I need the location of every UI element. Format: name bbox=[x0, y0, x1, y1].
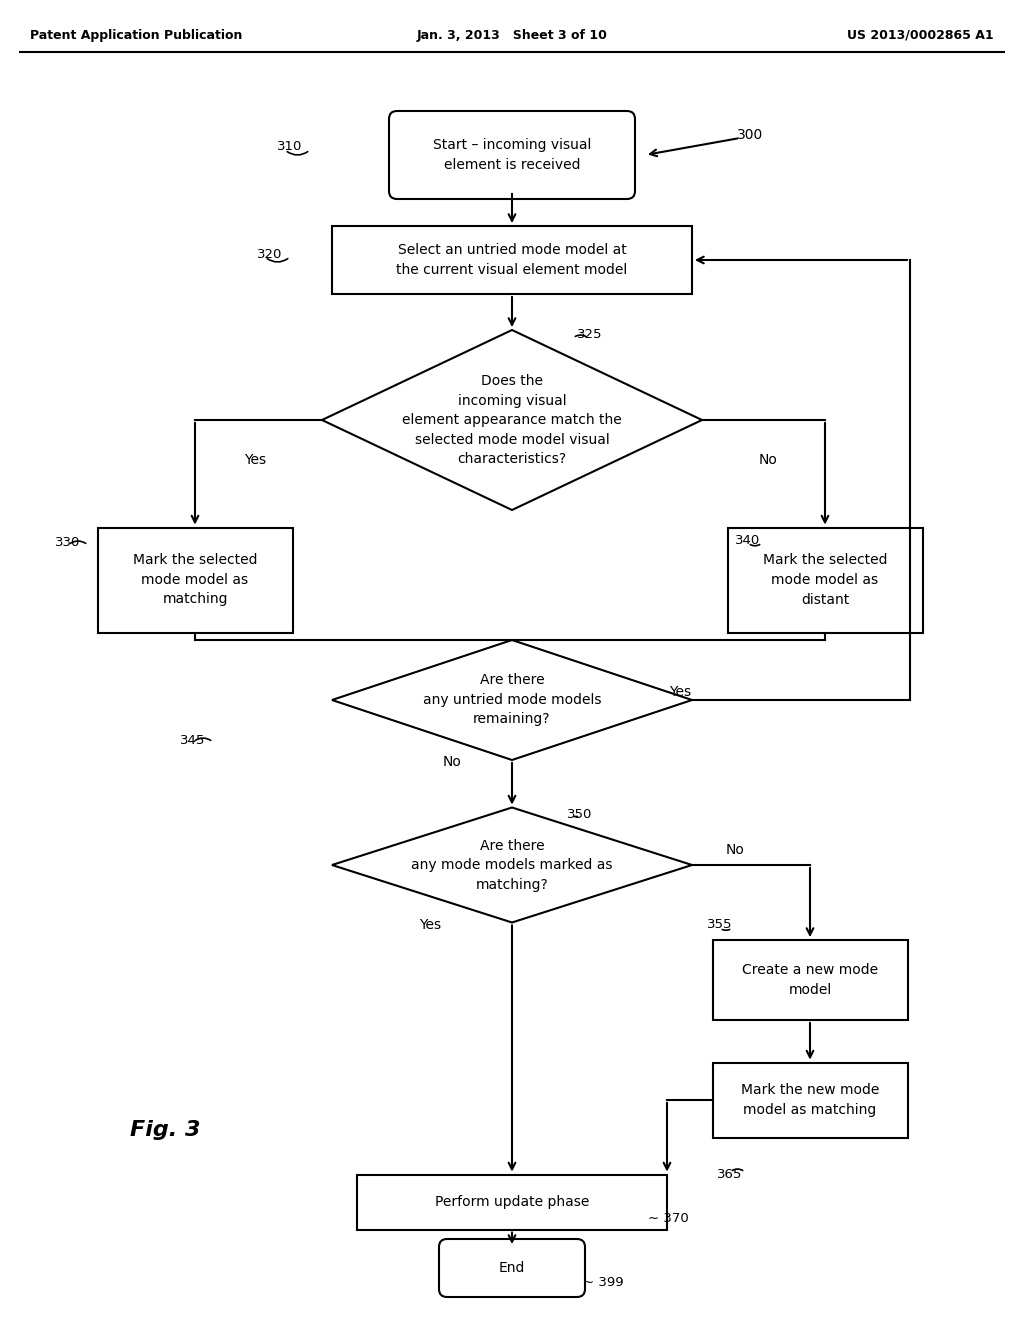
Text: Yes: Yes bbox=[419, 917, 441, 932]
Text: Yes: Yes bbox=[669, 685, 691, 700]
Bar bbox=[713, 1063, 907, 1138]
Text: ∼ 399: ∼ 399 bbox=[583, 1275, 624, 1288]
Text: 355: 355 bbox=[708, 919, 733, 932]
Polygon shape bbox=[332, 808, 692, 923]
Text: 320: 320 bbox=[257, 248, 283, 261]
Text: 350: 350 bbox=[567, 808, 593, 821]
Bar bbox=[713, 940, 907, 1020]
Text: Jan. 3, 2013   Sheet 3 of 10: Jan. 3, 2013 Sheet 3 of 10 bbox=[417, 29, 607, 41]
FancyBboxPatch shape bbox=[439, 1239, 585, 1298]
Text: 340: 340 bbox=[735, 533, 761, 546]
Text: Perform update phase: Perform update phase bbox=[435, 1195, 589, 1209]
Polygon shape bbox=[322, 330, 702, 510]
Text: Are there
any mode models marked as
matching?: Are there any mode models marked as matc… bbox=[412, 838, 612, 891]
Bar bbox=[332, 226, 692, 294]
Text: 365: 365 bbox=[718, 1168, 742, 1181]
Text: No: No bbox=[726, 843, 744, 857]
Text: 310: 310 bbox=[278, 140, 303, 153]
Bar bbox=[727, 528, 923, 632]
Text: No: No bbox=[442, 755, 462, 770]
Text: Mark the selected
mode model as
matching: Mark the selected mode model as matching bbox=[133, 553, 257, 606]
Text: No: No bbox=[759, 453, 777, 467]
Text: 330: 330 bbox=[55, 536, 81, 549]
Text: Yes: Yes bbox=[244, 453, 266, 467]
Text: Start – incoming visual
element is received: Start – incoming visual element is recei… bbox=[433, 139, 591, 172]
Text: Select an untried mode model at
the current visual element model: Select an untried mode model at the curr… bbox=[396, 243, 628, 277]
Bar bbox=[357, 1175, 667, 1229]
Polygon shape bbox=[332, 640, 692, 760]
FancyBboxPatch shape bbox=[389, 111, 635, 199]
Text: Are there
any untried mode models
remaining?: Are there any untried mode models remain… bbox=[423, 673, 601, 726]
Text: Fig. 3: Fig. 3 bbox=[130, 1119, 201, 1140]
Text: 345: 345 bbox=[180, 734, 206, 747]
Text: Mark the selected
mode model as
distant: Mark the selected mode model as distant bbox=[763, 553, 887, 606]
Bar bbox=[97, 528, 293, 632]
Text: 300: 300 bbox=[737, 128, 763, 143]
Text: 325: 325 bbox=[578, 329, 603, 342]
Text: Create a new mode
model: Create a new mode model bbox=[742, 964, 878, 997]
Text: Patent Application Publication: Patent Application Publication bbox=[30, 29, 243, 41]
Text: US 2013/0002865 A1: US 2013/0002865 A1 bbox=[848, 29, 994, 41]
Text: ∼ 370: ∼ 370 bbox=[648, 1212, 689, 1225]
Text: Does the
incoming visual
element appearance match the
selected mode model visual: Does the incoming visual element appeara… bbox=[402, 374, 622, 466]
Text: Mark the new mode
model as matching: Mark the new mode model as matching bbox=[740, 1084, 880, 1117]
Text: End: End bbox=[499, 1261, 525, 1275]
